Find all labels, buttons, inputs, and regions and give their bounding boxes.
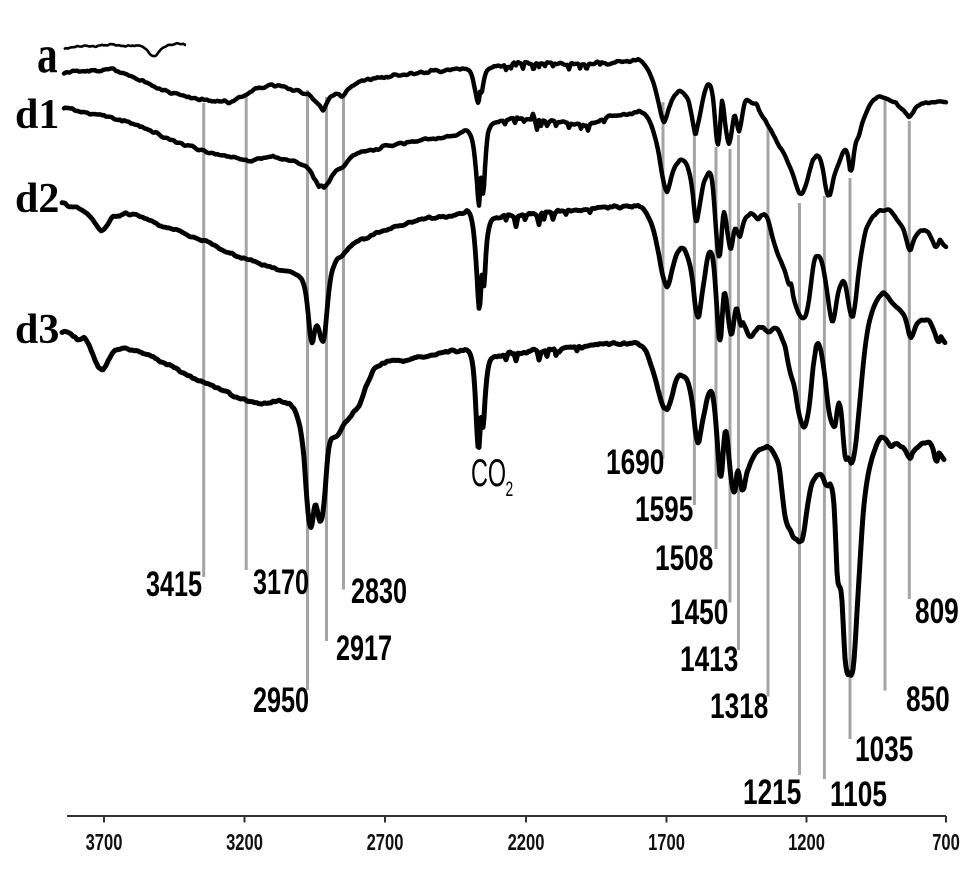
svg-text:1508: 1508 xyxy=(655,538,713,578)
svg-text:1318: 1318 xyxy=(710,686,768,726)
svg-text:2200: 2200 xyxy=(508,830,545,855)
svg-text:1200: 1200 xyxy=(788,830,825,855)
svg-text:2700: 2700 xyxy=(367,830,404,855)
svg-text:3415: 3415 xyxy=(146,565,202,604)
svg-text:d3: d3 xyxy=(15,307,59,353)
svg-text:3700: 3700 xyxy=(86,830,123,855)
svg-text:2917: 2917 xyxy=(336,629,392,668)
svg-text:1690: 1690 xyxy=(606,442,664,482)
svg-text:2950: 2950 xyxy=(253,681,309,720)
svg-text:1413: 1413 xyxy=(680,639,738,679)
svg-text:CO: CO xyxy=(471,451,506,495)
svg-text:d1: d1 xyxy=(15,92,59,138)
svg-text:2: 2 xyxy=(506,477,514,501)
svg-text:d2: d2 xyxy=(15,176,59,222)
svg-text:700: 700 xyxy=(932,830,960,855)
svg-text:3200: 3200 xyxy=(226,830,263,855)
svg-text:850: 850 xyxy=(906,679,950,719)
svg-text:809: 809 xyxy=(915,591,959,631)
svg-text:1595: 1595 xyxy=(635,489,693,529)
svg-text:1450: 1450 xyxy=(670,592,728,632)
svg-text:1215: 1215 xyxy=(743,772,801,812)
svg-text:2830: 2830 xyxy=(351,572,407,611)
svg-text:1035: 1035 xyxy=(855,729,913,769)
svg-text:1700: 1700 xyxy=(648,830,685,855)
svg-text:3170: 3170 xyxy=(253,563,309,602)
svg-text:1105: 1105 xyxy=(830,774,887,814)
svg-text:a: a xyxy=(37,26,58,84)
